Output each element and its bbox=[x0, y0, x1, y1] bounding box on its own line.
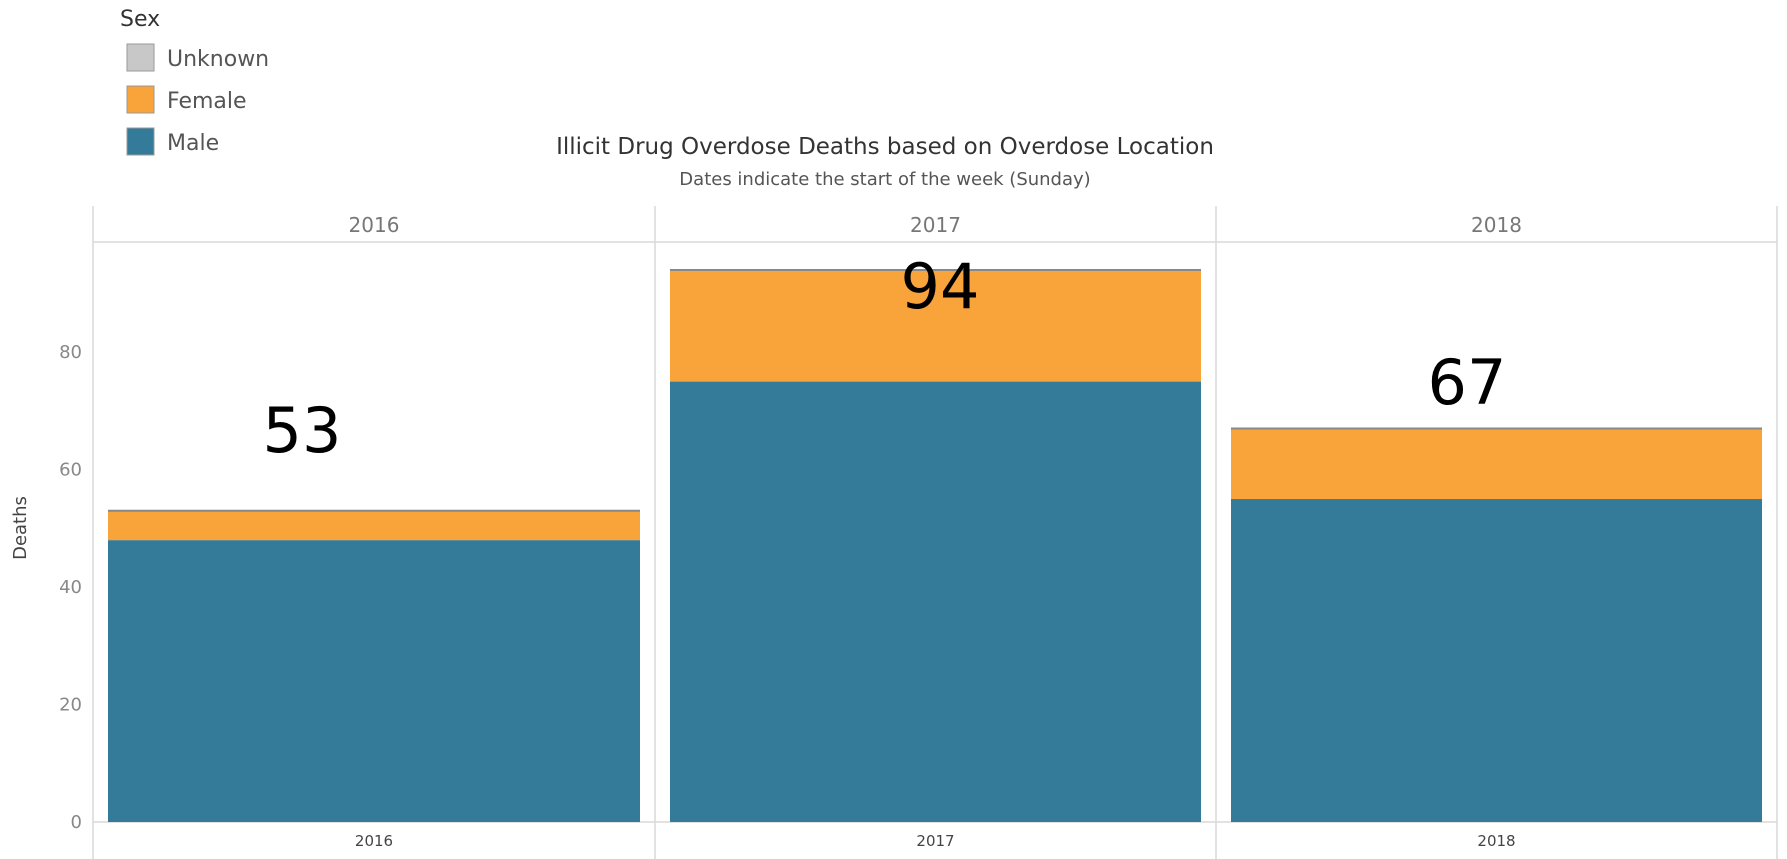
bar-segment-male-2018 bbox=[1231, 499, 1762, 822]
chart-title: Illicit Drug Overdose Deaths based on Ov… bbox=[556, 134, 1214, 160]
legend-title: Sex bbox=[120, 7, 160, 32]
total-label-2017: 94 bbox=[901, 250, 980, 323]
legend: Sex Unknown Female Male bbox=[120, 7, 269, 156]
panel-headers: 2016 2017 2018 bbox=[349, 213, 1522, 237]
x-tick-label-2018: 2018 bbox=[1477, 832, 1515, 850]
y-tick-label: 80 bbox=[59, 342, 82, 363]
bar-segment-male-2017 bbox=[670, 381, 1201, 822]
y-tick-label: 40 bbox=[59, 577, 82, 598]
bar-segment-female-2016 bbox=[108, 510, 640, 541]
bar-segment-male-2016 bbox=[108, 540, 640, 822]
legend-label-male: Male bbox=[167, 131, 219, 156]
total-labels: 53 94 67 bbox=[263, 250, 1507, 467]
panel-header-2017: 2017 bbox=[910, 213, 961, 237]
legend-swatch-male bbox=[126, 127, 155, 156]
bar-segment-female-2018 bbox=[1231, 428, 1762, 500]
legend-label-female: Female bbox=[167, 89, 247, 114]
legend-swatch-female bbox=[126, 85, 155, 114]
total-label-2018: 67 bbox=[1428, 346, 1507, 419]
chart-subtitle: Dates indicate the start of the week (Su… bbox=[679, 169, 1090, 190]
x-tick-label-2016: 2016 bbox=[355, 832, 393, 850]
legend-swatch-unknown bbox=[126, 43, 155, 72]
x-tick-label-2017: 2017 bbox=[916, 832, 954, 850]
y-axis-label: Deaths bbox=[10, 496, 31, 560]
bars bbox=[108, 269, 1762, 822]
panel-header-2018: 2018 bbox=[1471, 213, 1522, 237]
y-tick-label: 0 bbox=[71, 812, 82, 833]
y-tick-label: 20 bbox=[59, 695, 82, 716]
y-tick-label: 60 bbox=[59, 460, 82, 481]
total-label-2016: 53 bbox=[263, 394, 342, 467]
panel-header-2016: 2016 bbox=[349, 213, 400, 237]
x-axis: 2016 2017 2018 bbox=[355, 832, 1516, 850]
legend-label-unknown: Unknown bbox=[167, 47, 269, 72]
bar-segment-female-2017 bbox=[670, 270, 1201, 382]
y-axis: 0 20 40 60 80 bbox=[59, 342, 82, 833]
